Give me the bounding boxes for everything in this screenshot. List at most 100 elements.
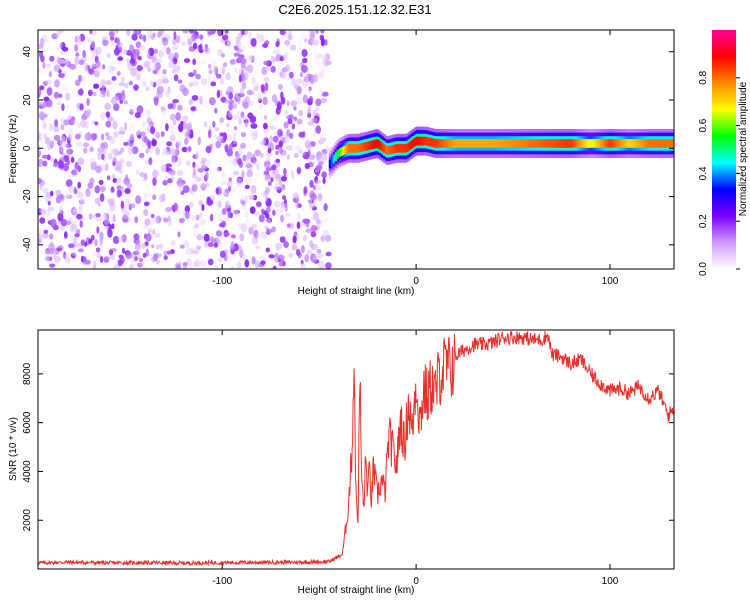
noise-speckle [123, 100, 128, 105]
noise-speckle [272, 168, 280, 176]
noise-speckle [108, 254, 116, 261]
signal-track-cell [392, 144, 396, 154]
noise-speckle [225, 72, 231, 81]
noise-speckle [265, 173, 271, 181]
noise-speckle [95, 247, 101, 253]
signal-track-cell [662, 139, 665, 148]
noise-speckle [162, 78, 169, 84]
noise-speckle [316, 248, 322, 254]
noise-speckle [49, 263, 56, 268]
noise-speckle [158, 216, 162, 223]
noise-speckle [169, 133, 176, 142]
signal-track-cell [472, 139, 475, 148]
noise-speckle [95, 61, 100, 70]
noise-speckle [246, 169, 253, 177]
noise-speckle [57, 212, 64, 222]
noise-speckle [48, 242, 55, 252]
noise-speckle [138, 66, 143, 71]
noise-speckle [171, 240, 176, 247]
noise-speckle [195, 176, 202, 182]
noise-speckle [150, 217, 156, 226]
signal-track-cell [557, 139, 560, 148]
noise-speckle [248, 226, 254, 235]
noise-speckle [256, 231, 262, 240]
noise-speckle [147, 67, 152, 72]
noise-speckle [163, 76, 169, 84]
y-tick-label: 2000 [22, 509, 33, 532]
noise-speckle [205, 171, 209, 181]
noise-speckle [111, 76, 117, 81]
noise-speckle [105, 120, 112, 128]
noise-speckle [200, 78, 208, 86]
noise-speckle [229, 245, 236, 250]
noise-speckle [261, 191, 267, 198]
signal-track-cell [447, 139, 450, 148]
noise-speckle [171, 172, 175, 182]
noise-speckle [76, 191, 84, 199]
noise-speckle [260, 231, 268, 240]
noise-speckle [325, 251, 332, 257]
noise-speckle [158, 50, 165, 58]
noise-speckle [207, 258, 214, 266]
noise-speckle [214, 107, 218, 114]
noise-speckle [172, 119, 177, 126]
noise-speckle [244, 195, 249, 204]
signal-track-cell [451, 139, 454, 148]
noise-speckle [60, 135, 66, 141]
noise-speckle [189, 30, 194, 34]
noise-speckle [253, 85, 259, 92]
noise-speckle [95, 165, 102, 173]
noise-speckle [223, 62, 227, 68]
noise-speckle [285, 145, 293, 151]
noise-speckle [311, 37, 316, 45]
noise-speckle [223, 132, 227, 142]
noise-speckle [192, 190, 197, 199]
noise-speckle [308, 154, 316, 160]
noise-speckle [259, 140, 267, 146]
noise-speckle [141, 120, 147, 128]
signal-track-cell [578, 139, 582, 148]
noise-speckle [233, 52, 240, 57]
signal-track-cell [414, 137, 417, 147]
noise-speckle [57, 101, 61, 106]
noise-speckle [302, 57, 308, 64]
noise-speckle [301, 49, 308, 58]
noise-speckle [298, 109, 303, 117]
noise-speckle [314, 107, 320, 112]
noise-speckle [226, 123, 230, 128]
noise-speckle [288, 71, 294, 79]
signal-track-cell [499, 139, 502, 148]
noise-speckle [199, 218, 207, 226]
noise-speckle [213, 65, 217, 75]
signal-track-cell [410, 140, 413, 150]
noise-speckle [313, 73, 318, 83]
noise-speckle [112, 161, 116, 167]
noise-speckle [136, 72, 141, 81]
noise-speckle [172, 45, 179, 50]
signal-track-cell [328, 159, 332, 169]
noise-speckle [199, 34, 204, 40]
signal-track-cell [373, 139, 376, 149]
noise-speckle [55, 46, 59, 53]
noise-speckle [218, 213, 223, 222]
x-tick-label: 100 [602, 576, 619, 587]
noise-speckle [78, 199, 85, 205]
noise-speckle [300, 147, 307, 156]
noise-speckle [215, 140, 222, 149]
noise-speckle [94, 185, 101, 194]
noise-speckle [106, 207, 113, 214]
noise-speckle [297, 118, 303, 125]
noise-speckle [81, 75, 86, 82]
noise-speckle [119, 157, 126, 165]
noise-speckle [177, 181, 185, 188]
noise-speckle [291, 77, 296, 86]
noise-speckle [116, 185, 122, 191]
noise-speckle [175, 112, 181, 121]
noise-speckle [78, 204, 83, 213]
noise-speckle [277, 84, 283, 90]
noise-speckle [186, 146, 190, 154]
noise-speckle [169, 124, 176, 133]
noise-speckle [59, 225, 64, 232]
noise-speckle [315, 53, 323, 59]
noise-speckle [278, 136, 284, 142]
